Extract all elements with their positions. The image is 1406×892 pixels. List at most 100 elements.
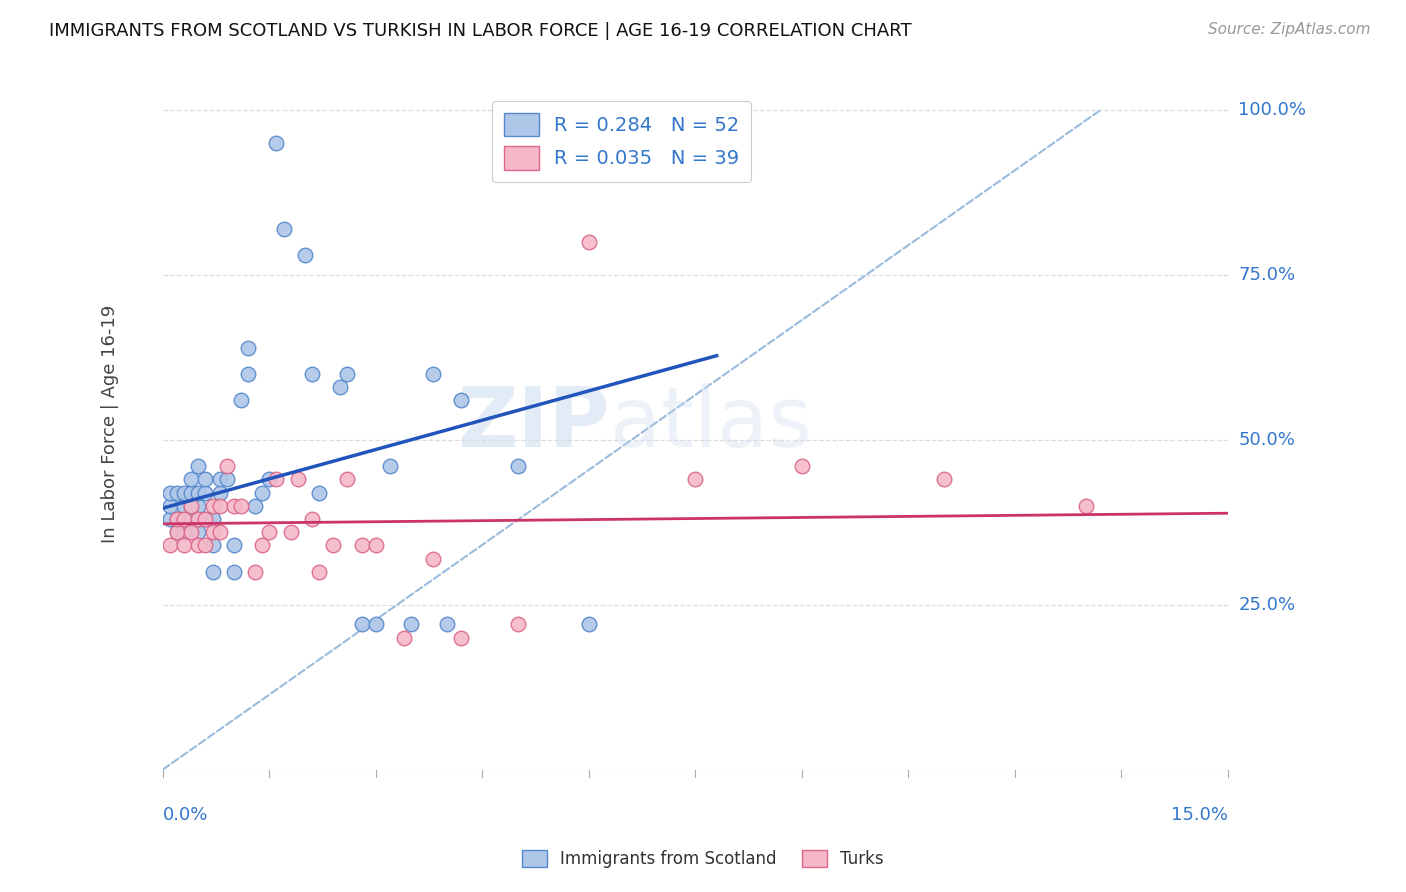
Point xyxy=(378,459,401,474)
Point xyxy=(336,473,359,487)
Point xyxy=(450,393,472,408)
Point xyxy=(401,617,423,632)
Point xyxy=(350,538,373,552)
Text: 15.0%: 15.0% xyxy=(1171,805,1227,823)
Text: 75.0%: 75.0% xyxy=(1239,266,1295,285)
Point xyxy=(308,565,330,579)
Point xyxy=(222,538,245,552)
Point xyxy=(173,499,195,513)
Point xyxy=(173,538,195,552)
Point xyxy=(166,512,188,526)
Point xyxy=(187,525,209,540)
Point xyxy=(166,525,188,540)
Point xyxy=(187,512,209,526)
Text: 25.0%: 25.0% xyxy=(1239,596,1295,614)
Point xyxy=(294,248,316,262)
Point xyxy=(187,499,209,513)
Point xyxy=(194,512,217,526)
Point xyxy=(215,459,238,474)
Point xyxy=(180,473,202,487)
Point xyxy=(252,538,274,552)
Text: 100.0%: 100.0% xyxy=(1239,102,1306,120)
Point xyxy=(243,565,266,579)
Point xyxy=(166,525,188,540)
Point xyxy=(578,235,600,250)
Point xyxy=(173,512,195,526)
Point xyxy=(280,525,302,540)
Point xyxy=(422,551,444,566)
Point xyxy=(685,473,707,487)
Point xyxy=(187,512,209,526)
Point xyxy=(201,512,224,526)
Point xyxy=(194,538,217,552)
Point xyxy=(229,499,252,513)
Point xyxy=(329,380,352,394)
Text: atlas: atlas xyxy=(610,383,811,464)
Point xyxy=(194,473,217,487)
Point xyxy=(215,473,238,487)
Point xyxy=(308,485,330,500)
Point xyxy=(187,485,209,500)
Point xyxy=(222,565,245,579)
Point xyxy=(236,367,259,381)
Point xyxy=(506,617,529,632)
Point xyxy=(578,617,600,632)
Point xyxy=(194,485,217,500)
Point xyxy=(180,525,202,540)
Point xyxy=(201,499,224,513)
Point xyxy=(187,538,209,552)
Point xyxy=(336,367,359,381)
Text: In Labor Force | Age 16-19: In Labor Force | Age 16-19 xyxy=(101,304,118,542)
Point xyxy=(243,499,266,513)
Point xyxy=(222,499,245,513)
Point xyxy=(173,485,195,500)
Point xyxy=(301,367,323,381)
Point xyxy=(194,512,217,526)
Point xyxy=(436,617,458,632)
Point xyxy=(173,512,195,526)
Text: Source: ZipAtlas.com: Source: ZipAtlas.com xyxy=(1208,22,1371,37)
Point xyxy=(450,631,472,645)
Point xyxy=(201,565,224,579)
Text: 0.0%: 0.0% xyxy=(163,805,208,823)
Point xyxy=(180,499,202,513)
Text: ZIP: ZIP xyxy=(457,383,610,464)
Point xyxy=(159,499,181,513)
Point xyxy=(187,459,209,474)
Text: 50.0%: 50.0% xyxy=(1239,431,1295,449)
Point xyxy=(392,631,415,645)
Point xyxy=(180,499,202,513)
Point xyxy=(259,473,281,487)
Point xyxy=(180,512,202,526)
Point xyxy=(201,525,224,540)
Legend: R = 0.284   N = 52, R = 0.035   N = 39: R = 0.284 N = 52, R = 0.035 N = 39 xyxy=(492,101,751,181)
Point xyxy=(422,367,444,381)
Point xyxy=(180,485,202,500)
Point xyxy=(364,538,387,552)
Point xyxy=(266,473,288,487)
Point xyxy=(266,136,288,151)
Point xyxy=(1074,499,1097,513)
Point xyxy=(166,485,188,500)
Point xyxy=(208,499,231,513)
Point xyxy=(208,473,231,487)
Point xyxy=(287,473,309,487)
Point xyxy=(166,512,188,526)
Point xyxy=(790,459,813,474)
Point xyxy=(159,485,181,500)
Point xyxy=(350,617,373,632)
Point xyxy=(301,512,323,526)
Point xyxy=(208,485,231,500)
Point xyxy=(273,222,295,236)
Point xyxy=(201,538,224,552)
Point xyxy=(159,538,181,552)
Point xyxy=(506,459,529,474)
Point xyxy=(236,341,259,355)
Point xyxy=(932,473,955,487)
Point xyxy=(173,525,195,540)
Legend: Immigrants from Scotland, Turks: Immigrants from Scotland, Turks xyxy=(516,843,890,875)
Point xyxy=(252,485,274,500)
Point xyxy=(208,525,231,540)
Point xyxy=(322,538,344,552)
Point xyxy=(229,393,252,408)
